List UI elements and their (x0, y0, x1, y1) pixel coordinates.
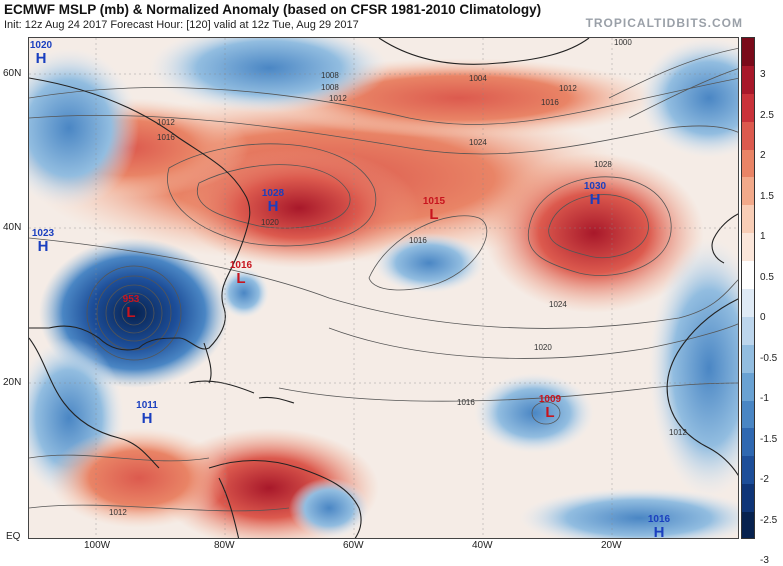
isobar-label: 1024 (549, 300, 567, 309)
colorbar-segment (742, 316, 754, 346)
colorbar-tick-label: -1 (760, 393, 769, 404)
low-pressure-center: 1016 L (229, 260, 253, 287)
lon-label-80w: 80W (214, 540, 235, 551)
isobar-label: 1016 (541, 98, 559, 107)
colorbar-segment (742, 177, 754, 206)
lat-label-20n: 20N (3, 377, 22, 388)
lon-label-20w: 20W (601, 540, 622, 551)
isobar-label: 1020 (261, 218, 279, 227)
map-subtitle: Init: 12z Aug 24 2017 Forecast Hour: [12… (4, 19, 359, 31)
lon-label-40w: 40W (472, 540, 493, 551)
colorbar-segment (742, 456, 754, 485)
colorbar-tick-label: -2 (760, 474, 769, 485)
mslp-map: 1000 1004 1008 1012 1016 1020 1024 1028 … (28, 37, 739, 539)
lat-label-eq: EQ (6, 531, 21, 542)
colorbar-tick-label: -0.5 (760, 352, 778, 364)
isobar-label: 1016 (457, 398, 475, 407)
high-pressure-center: 1011 H (136, 400, 158, 427)
isobar-lines (29, 48, 738, 512)
colorbar-segment (742, 121, 754, 151)
hurricane-low-center: 953 L (122, 294, 140, 321)
isobar-label: 1012 (157, 118, 175, 127)
isobar-label: 1008 (321, 71, 339, 80)
colorbar-tick-label: 1.5 (760, 190, 774, 202)
colorbar-tick-label: 1 (760, 231, 766, 242)
isobar-label: 1028 (594, 160, 612, 169)
colorbar-segment (742, 233, 754, 262)
map-title: ECMWF MSLP (mb) & Normalized Anomaly (ba… (4, 2, 542, 17)
colorbar-tick-label: 2 (760, 150, 766, 161)
isobar-label: 1000 (614, 38, 632, 47)
isobar-label: 1016 (157, 133, 175, 142)
colorbar-segment (742, 400, 754, 429)
colorbar-segment (742, 205, 754, 234)
lon-label-60w: 60W (343, 540, 364, 551)
colorbar-segment (742, 261, 754, 290)
anomaly-shading (29, 38, 738, 538)
colorbar-segment (742, 289, 754, 318)
lat-label-40n: 40N (3, 222, 22, 233)
colorbar-tick-label: 0 (760, 312, 766, 323)
map-graphics (29, 38, 738, 538)
lon-label-100w: 100W (84, 540, 111, 551)
low-pressure-center: 1009 L (538, 394, 562, 421)
high-pressure-center: 1030 H (583, 181, 607, 208)
colorbar-segment (742, 512, 754, 538)
colorbar-tick-label: 0.5 (760, 271, 774, 283)
colorbar-tick-label: 2.5 (760, 109, 774, 121)
isobar-label: 1004 (469, 74, 487, 83)
anomaly-colorbar (741, 37, 755, 539)
colorbar-segment (742, 93, 754, 123)
isobar-label: 1012 (329, 94, 347, 103)
high-pressure-center: 1016 H (647, 514, 671, 539)
low-pressure-center: 1015 L (422, 196, 446, 223)
colorbar-segment (742, 38, 754, 67)
colorbar-tick-label: -3 (760, 555, 769, 566)
colorbar-segment (742, 344, 754, 374)
colorbar-segment (742, 65, 754, 95)
isobar-label: 1020 (534, 343, 552, 352)
watermark: TROPICALTIDBITS.COM (585, 16, 743, 30)
colorbar-segment (742, 428, 754, 457)
colorbar-segment (742, 484, 754, 513)
high-pressure-center: 1028 H (261, 188, 285, 215)
lat-label-60n: 60N (3, 68, 22, 79)
colorbar-tick-label: -2.5 (760, 514, 778, 526)
isobar-label: 1012 (109, 508, 127, 517)
colorbar-tick-label: -1.5 (760, 433, 778, 445)
isobar-label: 1012 (669, 428, 687, 437)
isobar-label: 1008 (321, 83, 339, 92)
colorbar-segment (742, 372, 754, 402)
high-pressure-center: 1023 H (31, 228, 55, 255)
isobar-label: 1012 (559, 84, 577, 93)
isobar-label: 1024 (469, 138, 487, 147)
colorbar-tick-label: 3 (760, 69, 766, 80)
high-pressure-center: 1020 H (29, 40, 53, 67)
colorbar-segment (742, 149, 754, 178)
coastlines (29, 38, 738, 538)
isobar-label: 1016 (409, 236, 427, 245)
graticule (29, 38, 738, 538)
